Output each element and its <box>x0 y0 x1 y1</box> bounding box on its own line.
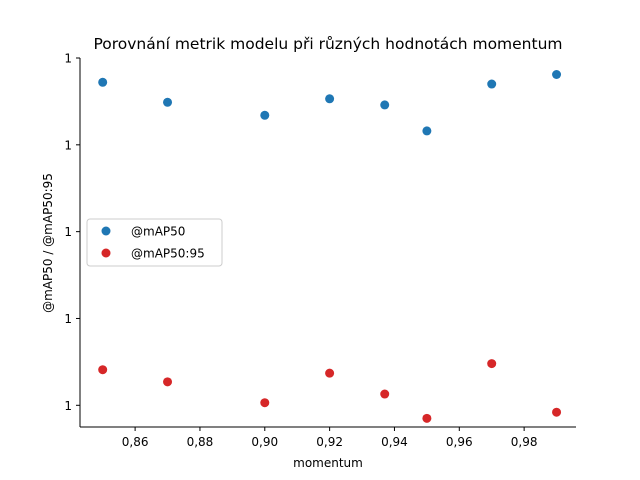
plot-area <box>79 58 576 428</box>
data-point <box>487 359 497 369</box>
y-tick-label: 1 <box>64 225 72 239</box>
data-point <box>325 94 335 104</box>
data-point <box>552 407 562 417</box>
y-axis-label: @mAP50 / @mAP50:95 <box>41 173 55 313</box>
legend-box <box>86 218 223 267</box>
legend-label: @mAP50:95 <box>131 247 205 261</box>
x-axis-ticks: 0,86 0,88 0,90 0,92 0,94 0,96 0,98 <box>122 427 538 449</box>
data-point <box>422 126 432 136</box>
data-points <box>98 69 562 423</box>
x-tick-label: 0,90 <box>251 435 278 449</box>
data-point <box>552 69 562 79</box>
legend-marker <box>101 226 111 236</box>
data-point <box>260 110 270 120</box>
y-axis-ticks: 1 1 1 1 1 <box>64 52 80 413</box>
y-tick-label: 1 <box>64 52 72 66</box>
x-tick-label: 0,92 <box>316 435 343 449</box>
data-point <box>98 365 108 375</box>
chart-title: Porovnání metrik modelu při různých hodn… <box>93 35 562 53</box>
data-point <box>325 368 335 378</box>
x-tick-label: 0,88 <box>187 435 214 449</box>
legend: @mAP50 @mAP50:95 <box>86 218 223 267</box>
data-point <box>163 97 173 107</box>
y-tick-label: 1 <box>64 399 72 413</box>
data-point <box>380 389 390 399</box>
x-axis-label: momentum <box>293 456 363 470</box>
data-point <box>380 100 390 110</box>
x-tick-label: 0,86 <box>122 435 149 449</box>
data-point <box>163 377 173 387</box>
data-point <box>98 77 108 87</box>
data-point <box>422 413 432 423</box>
y-tick-label: 1 <box>64 138 72 152</box>
legend-label: @mAP50 <box>131 225 185 239</box>
legend-marker <box>101 248 111 258</box>
x-tick-label: 0,94 <box>381 435 408 449</box>
x-tick-label: 0,98 <box>511 435 538 449</box>
data-point <box>487 79 497 89</box>
x-tick-label: 0,96 <box>446 435 473 449</box>
y-tick-label: 1 <box>64 312 72 326</box>
data-point <box>260 398 270 408</box>
